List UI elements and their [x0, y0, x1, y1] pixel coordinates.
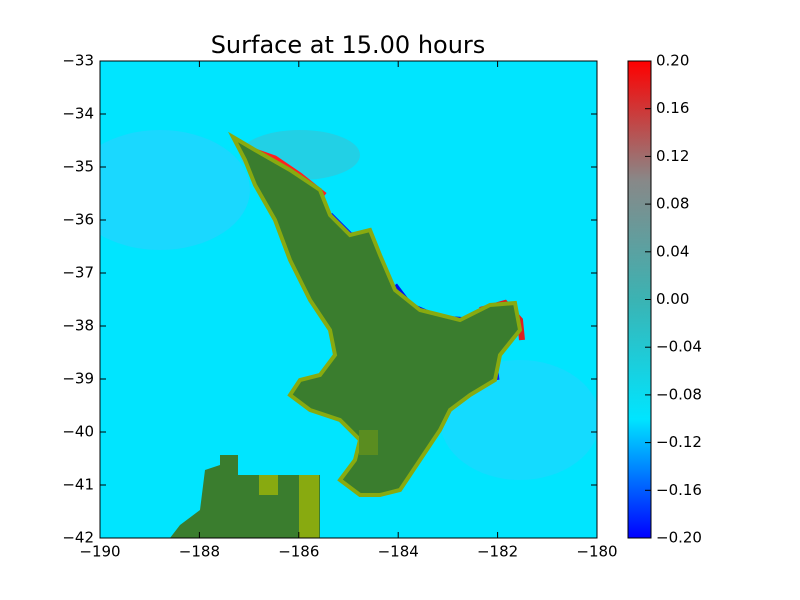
y-tick-label: −42 [62, 529, 94, 547]
map-field [100, 61, 597, 538]
x-tick-label: −182 [477, 543, 518, 561]
colorbar-tick-label: −0.04 [656, 338, 702, 356]
y-tick-label: −38 [62, 317, 94, 335]
y-tick-label: −35 [62, 158, 94, 176]
plot-frame [99, 60, 598, 539]
x-tick-label: −188 [179, 543, 220, 561]
x-tick-label: −190 [79, 543, 120, 561]
colorbar-tick-label: 0.20 [656, 52, 689, 70]
sea-pattern [100, 130, 250, 250]
colorbar-tick-label: 0.16 [656, 99, 689, 117]
colorbar-tick-label: 0.04 [656, 242, 689, 260]
land-patch [259, 475, 278, 495]
y-tick-label: −37 [62, 264, 94, 282]
y-tick-label: −40 [62, 423, 94, 441]
y-tick-label: −39 [62, 370, 94, 388]
colorbar-tick-label: 0.00 [656, 290, 689, 308]
y-tick-label: −34 [62, 105, 94, 123]
north-island [227, 131, 523, 497]
colorbar-tick-label: −0.12 [656, 433, 702, 451]
x-tick-label: −180 [576, 543, 617, 561]
x-tick-label: −184 [378, 543, 419, 561]
land-patch [359, 430, 378, 455]
land-patch [299, 475, 319, 538]
south-island [170, 455, 320, 538]
y-tick-label: −33 [62, 52, 94, 70]
y-tick-label: −41 [62, 476, 94, 494]
y-tick-label: −36 [62, 211, 94, 229]
colorbar-tick-label: 0.12 [656, 147, 689, 165]
colorbar-tick-label: 0.08 [656, 195, 689, 213]
chart-title: Surface at 15.00 hours [211, 31, 486, 59]
x-tick-label: −186 [278, 543, 319, 561]
colorbar-tick-label: −0.16 [656, 481, 702, 499]
colorbar-tick-label: −0.20 [656, 529, 702, 547]
colorbar-tick-label: −0.08 [656, 385, 702, 403]
